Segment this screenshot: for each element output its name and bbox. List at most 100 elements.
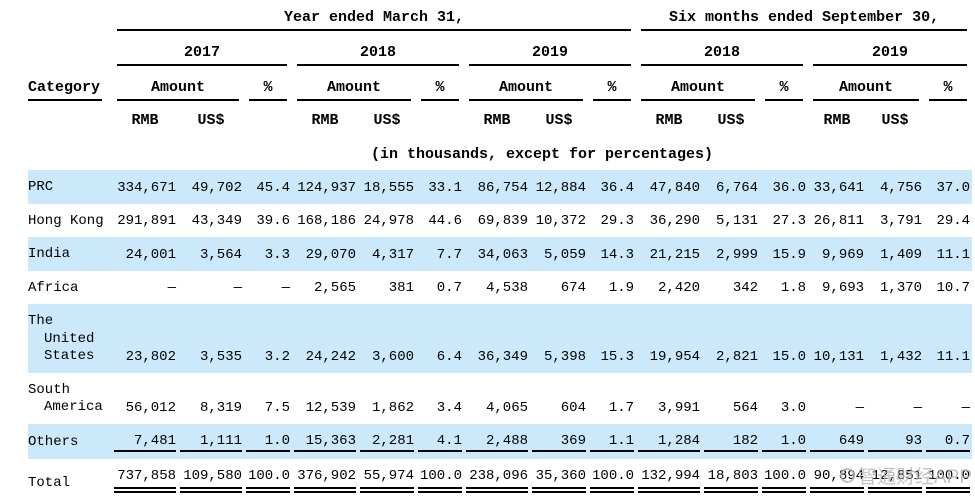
value: 3.3 — [264, 246, 290, 263]
amount-label: Amount — [469, 77, 583, 101]
value: — — [281, 280, 290, 296]
year-label: 2019 — [469, 42, 632, 66]
value-cell: 604 — [530, 373, 588, 424]
category-cell: Others — [28, 423, 112, 459]
category-label: The — [28, 313, 54, 329]
value: 376,902 — [294, 468, 356, 493]
value-cell: 24,242 — [292, 304, 358, 373]
amount-label: Amount — [641, 77, 756, 101]
year-label: 2018 — [297, 42, 459, 66]
header-spacer — [760, 101, 808, 133]
value: 12,851 — [868, 468, 923, 493]
year-label: 2019 — [813, 42, 968, 66]
value: 2,999 — [716, 246, 759, 263]
value-cell: 6.4 — [416, 304, 464, 373]
amount-header: Amount — [112, 66, 244, 101]
value-cell: 674 — [530, 271, 588, 305]
value: 47,840 — [649, 179, 701, 196]
value-cell: 35,360 — [530, 459, 588, 500]
value: 1,284 — [638, 433, 701, 452]
value-cell: 0.7 — [924, 423, 973, 459]
value-cell: 1,862 — [358, 373, 416, 424]
value-cell: 100.0 — [588, 459, 636, 500]
value-cell: 109,580 — [178, 459, 244, 500]
value: 7.7 — [436, 246, 462, 263]
value: 3.4 — [436, 399, 462, 416]
value-cell: 4.1 — [416, 423, 464, 459]
header-spacer — [244, 101, 292, 133]
category-label: United — [44, 330, 95, 347]
value: 369 — [532, 433, 586, 452]
value-cell: 3.3 — [244, 237, 292, 271]
value-cell: 19,954 — [636, 304, 703, 373]
value: 334,671 — [117, 179, 176, 196]
value-cell: 15.0 — [760, 304, 809, 373]
value: 1.7 — [608, 399, 635, 416]
value: 69,839 — [477, 213, 528, 229]
value-cell: 7,481 — [112, 423, 178, 459]
category-cell: Hong Kong — [28, 212, 104, 229]
value: 4,756 — [880, 179, 923, 196]
rmb-header: RMB — [483, 112, 511, 129]
value: 10,372 — [535, 213, 586, 229]
value-cell: — — [178, 271, 244, 305]
value-cell: — — [244, 271, 292, 305]
value: 56,012 — [125, 399, 176, 416]
value: 100.0 — [926, 468, 971, 493]
value: 1,409 — [880, 246, 923, 263]
value-cell: 3,564 — [178, 237, 244, 271]
value: 1,370 — [880, 280, 923, 296]
value: 24,242 — [305, 348, 356, 365]
value: 1.8 — [780, 280, 807, 296]
value-cell: 1.9 — [588, 271, 636, 305]
value: 182 — [704, 433, 759, 452]
value: 21,215 — [649, 246, 701, 263]
value-cell: 1,409 — [866, 237, 925, 271]
value-cell: 2,281 — [358, 423, 416, 459]
value: 564 — [732, 399, 759, 416]
value-cell: 3,600 — [358, 304, 416, 373]
value-cell: 100.0 — [924, 459, 972, 500]
value-cell: 7.5 — [244, 373, 292, 424]
percent-header: % — [760, 66, 808, 101]
value: 19,954 — [649, 348, 701, 365]
value: — — [855, 399, 865, 416]
value-cell: 15,363 — [292, 423, 358, 459]
usd-header: US$ — [545, 112, 573, 129]
value: 674 — [560, 280, 586, 296]
value-cell: 3.0 — [760, 373, 808, 424]
value-cell: 24,978 — [358, 204, 416, 238]
category-cell: India — [28, 237, 112, 271]
value: 9,969 — [822, 246, 865, 263]
note-spacer — [28, 133, 112, 170]
value: 15.0 — [772, 348, 807, 365]
year-header-6m-2019: 2019 — [808, 31, 972, 66]
value: 1.0 — [762, 433, 807, 452]
value-cell: 12,539 — [292, 373, 358, 424]
value-cell: — — [866, 373, 924, 424]
value-cell: 36.0 — [760, 170, 809, 204]
value-cell: 12,851 — [866, 459, 924, 500]
value: 2,420 — [658, 280, 701, 296]
value: 124,937 — [297, 179, 356, 196]
value-cell: 9,969 — [808, 237, 867, 271]
value: 93 — [868, 433, 923, 452]
category-cell: Africa — [28, 279, 79, 296]
value-cell: 36.4 — [588, 170, 637, 204]
value: 55,974 — [360, 468, 414, 493]
header-spacer — [924, 101, 972, 133]
value: 23,802 — [125, 348, 176, 365]
percent-header: % — [416, 66, 464, 101]
table-row: PRC 334,671 49,702 45.4 124,937 18,555 33.1 86,… — [28, 170, 973, 204]
value-cell: 3,535 — [178, 304, 244, 373]
table-row: Total 737,858 109,580 100.0 376,902 55,974 100… — [28, 459, 972, 500]
value: 6,764 — [716, 179, 759, 196]
units-note: (in thousands, except for percentages) — [371, 146, 714, 163]
value: 15.3 — [600, 348, 635, 365]
value-cell: 14.3 — [588, 237, 637, 271]
value: 36,349 — [477, 348, 528, 365]
period-group-label: Year ended March 31, — [117, 6, 632, 31]
category-cell: PRC — [28, 170, 112, 204]
value: 1,111 — [180, 433, 242, 452]
value: 3.2 — [264, 348, 290, 365]
